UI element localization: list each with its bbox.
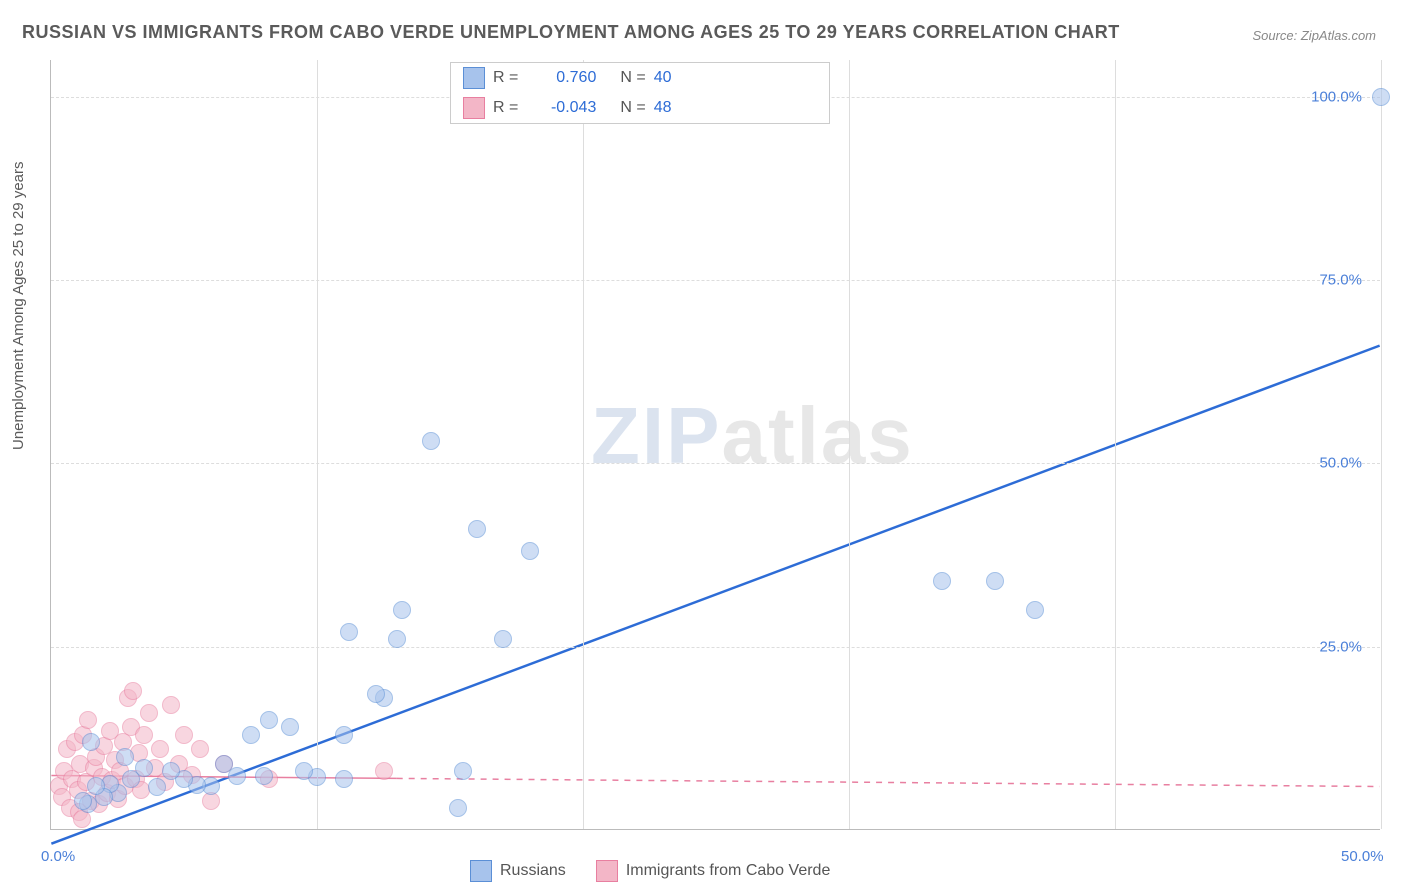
- gridline-v: [1115, 60, 1116, 829]
- n-label: N =: [620, 69, 645, 87]
- marker-russians: [494, 630, 512, 648]
- marker-russians: [87, 777, 105, 795]
- marker-russians: [122, 770, 140, 788]
- chart-title: RUSSIAN VS IMMIGRANTS FROM CABO VERDE UN…: [22, 22, 1120, 43]
- swatch-cabo-verde: [463, 97, 485, 119]
- legend-row-cabo-verde: R = -0.043 N = 48: [451, 93, 829, 123]
- x-tick-label: 50.0%: [1341, 848, 1384, 865]
- marker-russians: [242, 726, 260, 744]
- gridline-v: [1381, 60, 1382, 829]
- chart-plot-area: ZIPatlas 25.0%50.0%75.0%100.0%0.0%50.0%: [50, 60, 1380, 830]
- marker-russians: [1372, 88, 1390, 106]
- gridline-v: [317, 60, 318, 829]
- series-label: Immigrants from Cabo Verde: [626, 862, 831, 880]
- gridline-h: [51, 647, 1380, 648]
- marker-russians: [422, 432, 440, 450]
- marker-cabo-verde: [140, 704, 158, 722]
- marker-russians: [933, 572, 951, 590]
- y-tick-label: 25.0%: [1319, 638, 1362, 655]
- marker-cabo-verde: [151, 740, 169, 758]
- marker-russians: [116, 748, 134, 766]
- marker-russians: [335, 770, 353, 788]
- series-label: Russians: [500, 862, 566, 880]
- swatch-russians: [463, 67, 485, 89]
- y-axis-label: Unemployment Among Ages 25 to 29 years: [10, 161, 27, 450]
- r-label: R =: [493, 99, 518, 117]
- source-attribution: Source: ZipAtlas.com: [1252, 28, 1376, 43]
- swatch-cabo-verde: [596, 860, 618, 882]
- marker-russians: [454, 762, 472, 780]
- r-value: 0.760: [526, 69, 596, 87]
- marker-russians: [82, 733, 100, 751]
- trend-line: [51, 346, 1379, 844]
- trend-line: [397, 778, 1380, 786]
- marker-cabo-verde: [375, 762, 393, 780]
- marker-russians: [295, 762, 313, 780]
- marker-cabo-verde: [79, 711, 97, 729]
- marker-russians: [260, 711, 278, 729]
- y-tick-label: 50.0%: [1319, 455, 1362, 472]
- legend-item-russians: Russians: [470, 860, 566, 882]
- marker-russians: [1026, 601, 1044, 619]
- marker-russians: [148, 778, 166, 796]
- legend-item-cabo-verde: Immigrants from Cabo Verde: [596, 860, 831, 882]
- gridline-v: [849, 60, 850, 829]
- marker-cabo-verde: [162, 696, 180, 714]
- y-tick-label: 75.0%: [1319, 272, 1362, 289]
- marker-cabo-verde: [135, 726, 153, 744]
- gridline-h: [51, 463, 1380, 464]
- marker-russians: [335, 726, 353, 744]
- marker-russians: [162, 762, 180, 780]
- correlation-legend: R = 0.760 N = 40 R = -0.043 N = 48: [450, 62, 830, 124]
- gridline-v: [583, 60, 584, 829]
- r-label: R =: [493, 69, 518, 87]
- marker-cabo-verde: [175, 726, 193, 744]
- marker-russians: [388, 630, 406, 648]
- marker-cabo-verde: [191, 740, 209, 758]
- series-legend: Russians Immigrants from Cabo Verde: [470, 860, 830, 882]
- trend-lines-layer: [51, 60, 1380, 829]
- marker-russians: [281, 718, 299, 736]
- watermark: ZIPatlas: [591, 390, 914, 482]
- gridline-h: [51, 280, 1380, 281]
- marker-russians: [521, 542, 539, 560]
- marker-russians: [449, 799, 467, 817]
- x-tick-label: 0.0%: [41, 848, 75, 865]
- marker-russians: [986, 572, 1004, 590]
- y-tick-label: 100.0%: [1311, 88, 1362, 105]
- marker-russians: [367, 685, 385, 703]
- marker-russians: [74, 792, 92, 810]
- legend-row-russians: R = 0.760 N = 40: [451, 63, 829, 93]
- n-value: 48: [654, 99, 672, 117]
- marker-russians: [393, 601, 411, 619]
- r-value: -0.043: [526, 99, 596, 117]
- marker-russians: [340, 623, 358, 641]
- swatch-russians: [470, 860, 492, 882]
- marker-cabo-verde: [124, 682, 142, 700]
- marker-russians: [255, 767, 273, 785]
- marker-russians: [468, 520, 486, 538]
- marker-russians: [215, 755, 233, 773]
- n-value: 40: [654, 69, 672, 87]
- n-label: N =: [620, 99, 645, 117]
